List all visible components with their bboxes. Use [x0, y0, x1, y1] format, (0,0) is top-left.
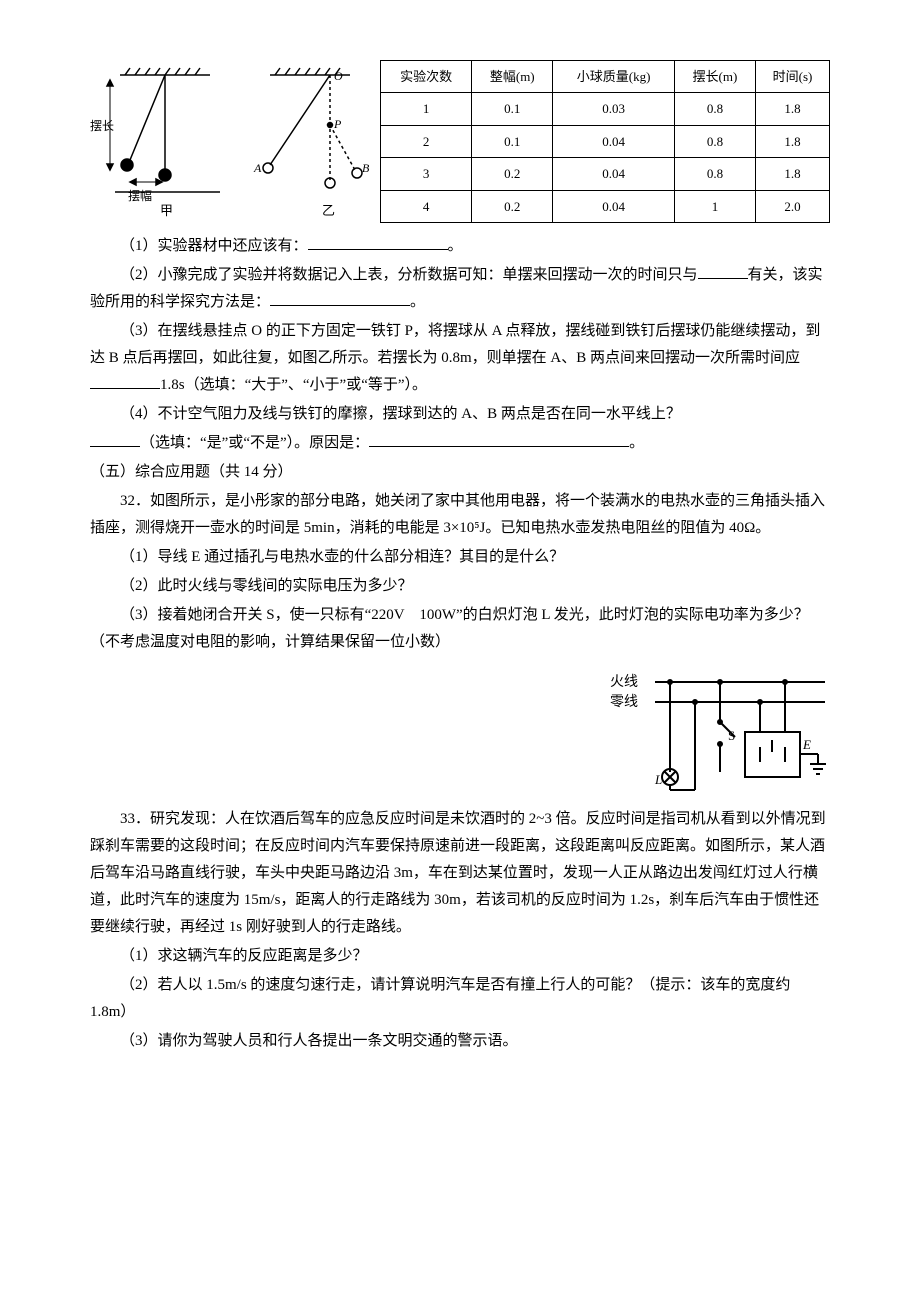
q33-2: （2）若人以 1.5m/s 的速度匀速行走，请计算说明汽车是否有撞上行人的可能？… — [90, 972, 830, 1026]
label-E: E — [802, 737, 811, 752]
th: 整幅(m) — [472, 61, 553, 93]
q32-3: （3）接着她闭合开关 S，使一只标有“220V 100W”的白炽灯泡 L 发光，… — [90, 602, 830, 656]
section-5-title: （五）综合应用题（共 14 分） — [90, 459, 830, 486]
label-baifu: 摆幅 — [128, 188, 152, 203]
th: 时间(s) — [755, 61, 829, 93]
label-ling: 零线 — [610, 694, 638, 710]
blank — [90, 431, 140, 447]
q4-line1: （4）不计空气阻力及线与铁钉的摩擦，摆球到达的 A、B 两点是否在同一水平线上？ — [90, 401, 830, 428]
th: 摆长(m) — [674, 61, 755, 93]
label-huo: 火线 — [610, 674, 638, 690]
table-row: 4 0.2 0.04 1 2.0 — [381, 190, 830, 222]
label-P: P — [333, 117, 342, 131]
q32-2: （2）此时火线与零线间的实际电压为多少？ — [90, 573, 830, 600]
q4-line2: （选填：“是”或“不是”）。原因是：。 — [90, 430, 830, 457]
th: 小球质量(kg) — [553, 61, 675, 93]
q33-1: （1）求这辆汽车的反应距离是多少？ — [90, 943, 830, 970]
label-yi: 乙 — [322, 203, 335, 218]
blank — [698, 263, 748, 279]
q3: （3）在摆线悬挂点 O 的正下方固定一铁钉 P，将摆球从 A 点释放，摆线碰到铁… — [90, 318, 830, 399]
label-L: L — [654, 772, 662, 787]
table-header-row: 实验次数 整幅(m) 小球质量(kg) 摆长(m) 时间(s) — [381, 61, 830, 93]
th: 实验次数 — [381, 61, 472, 93]
blank — [308, 234, 448, 250]
table-row: 3 0.2 0.04 0.8 1.8 — [381, 158, 830, 190]
label-jia: 甲 — [160, 203, 173, 218]
q32-intro: 32．如图所示，是小彤家的部分电路，她关闭了家中其他用电器，将一个装满水的电热水… — [90, 488, 830, 542]
blank — [90, 373, 160, 389]
blank — [270, 290, 410, 306]
label-A: A — [253, 161, 262, 175]
pendulum-diagram: 摆长 摆幅 甲 O P A B 乙 — [90, 60, 370, 220]
blank — [369, 431, 629, 447]
circuit-figure: 火线 零线 S E L — [90, 662, 830, 792]
q32-1: （1）导线 E 通过插孔与电热水壶的什么部分相连？其目的是什么？ — [90, 544, 830, 571]
q2: （2）小豫完成了实验并将数据记入上表，分析数据可知：单摆来回摆动一次的时间只与有… — [90, 262, 830, 316]
table-row: 2 0.1 0.04 0.8 1.8 — [381, 125, 830, 157]
label-S: S — [728, 728, 735, 743]
label-bailength: 摆长 — [90, 119, 114, 133]
top-figure-table: 摆长 摆幅 甲 O P A B 乙 实验次数 整幅(m) — [90, 60, 830, 223]
table-row: 1 0.1 0.03 0.8 1.8 — [381, 93, 830, 125]
experiment-table: 实验次数 整幅(m) 小球质量(kg) 摆长(m) 时间(s) 1 0.1 0.… — [380, 60, 830, 223]
q33-3: （3）请你为驾驶人员和行人各提出一条文明交通的警示语。 — [90, 1028, 830, 1055]
q1: （1）实验器材中还应该有：。 — [90, 233, 830, 260]
label-O: O — [334, 69, 343, 83]
label-B: B — [362, 161, 370, 175]
q33-intro: 33．研究发现：人在饮酒后驾车的应急反应时间是未饮酒时的 2~3 倍。反应时间是… — [90, 806, 830, 941]
